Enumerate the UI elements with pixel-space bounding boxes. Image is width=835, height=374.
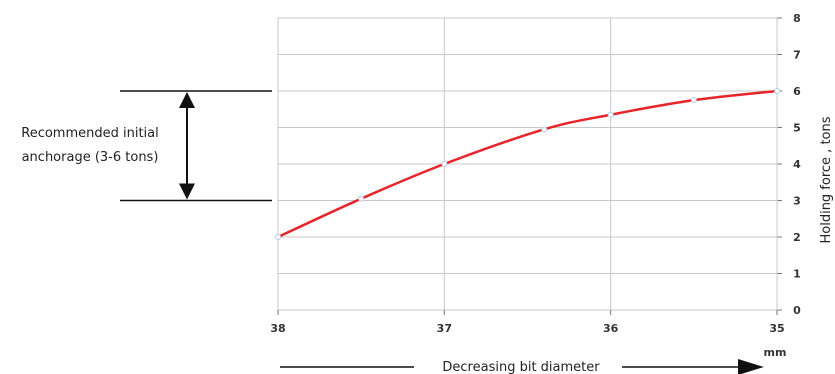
annotation-text-line-2: anchorage (3-6 tons) bbox=[22, 150, 159, 165]
y-tick-label: 7 bbox=[793, 49, 801, 62]
data-point bbox=[774, 88, 780, 94]
y-tick-label: 8 bbox=[793, 12, 801, 25]
annotation-arrow-up bbox=[179, 92, 195, 108]
y-tick-label: 6 bbox=[793, 85, 801, 98]
x-tick-labels: 38 37 36 35 bbox=[270, 322, 784, 335]
x-tick-label: 38 bbox=[270, 322, 285, 335]
data-point bbox=[541, 126, 548, 133]
y-tick-label: 5 bbox=[793, 122, 801, 135]
data-point bbox=[275, 234, 281, 240]
y-tick-label: 0 bbox=[793, 304, 801, 317]
annotation-text-line-1: Recommended initial bbox=[21, 126, 159, 141]
y-tick-label: 4 bbox=[793, 158, 801, 171]
x-tick-label: 35 bbox=[769, 322, 784, 335]
data-point bbox=[690, 97, 697, 104]
y-tick-label: 2 bbox=[793, 231, 801, 244]
annotation-arrow-down bbox=[179, 183, 195, 200]
ylabel-group: Holding force , tons bbox=[819, 116, 834, 243]
data-point bbox=[441, 161, 448, 167]
xlabel-group: Decreasing bit diameter bbox=[280, 359, 764, 374]
data-point bbox=[607, 111, 614, 118]
data-point bbox=[358, 195, 365, 202]
x-axis-label: Decreasing bit diameter bbox=[442, 360, 600, 374]
y-axis-label: Holding force , tons bbox=[819, 116, 834, 243]
grid bbox=[277, 17, 782, 315]
x-label-arrowhead bbox=[738, 359, 764, 374]
series-layer bbox=[275, 88, 780, 240]
y-tick-labels: 0 1 2 3 4 5 6 7 8 bbox=[793, 12, 801, 317]
y-tick-label: 3 bbox=[793, 195, 801, 208]
x-tick-label: 37 bbox=[437, 322, 452, 335]
recommended-anchorage-annotation: Recommended initial anchorage (3-6 tons) bbox=[21, 90, 272, 202]
x-tick-label: 36 bbox=[603, 322, 619, 335]
x-unit-label: mm bbox=[764, 346, 787, 359]
y-tick-label: 1 bbox=[793, 268, 801, 281]
